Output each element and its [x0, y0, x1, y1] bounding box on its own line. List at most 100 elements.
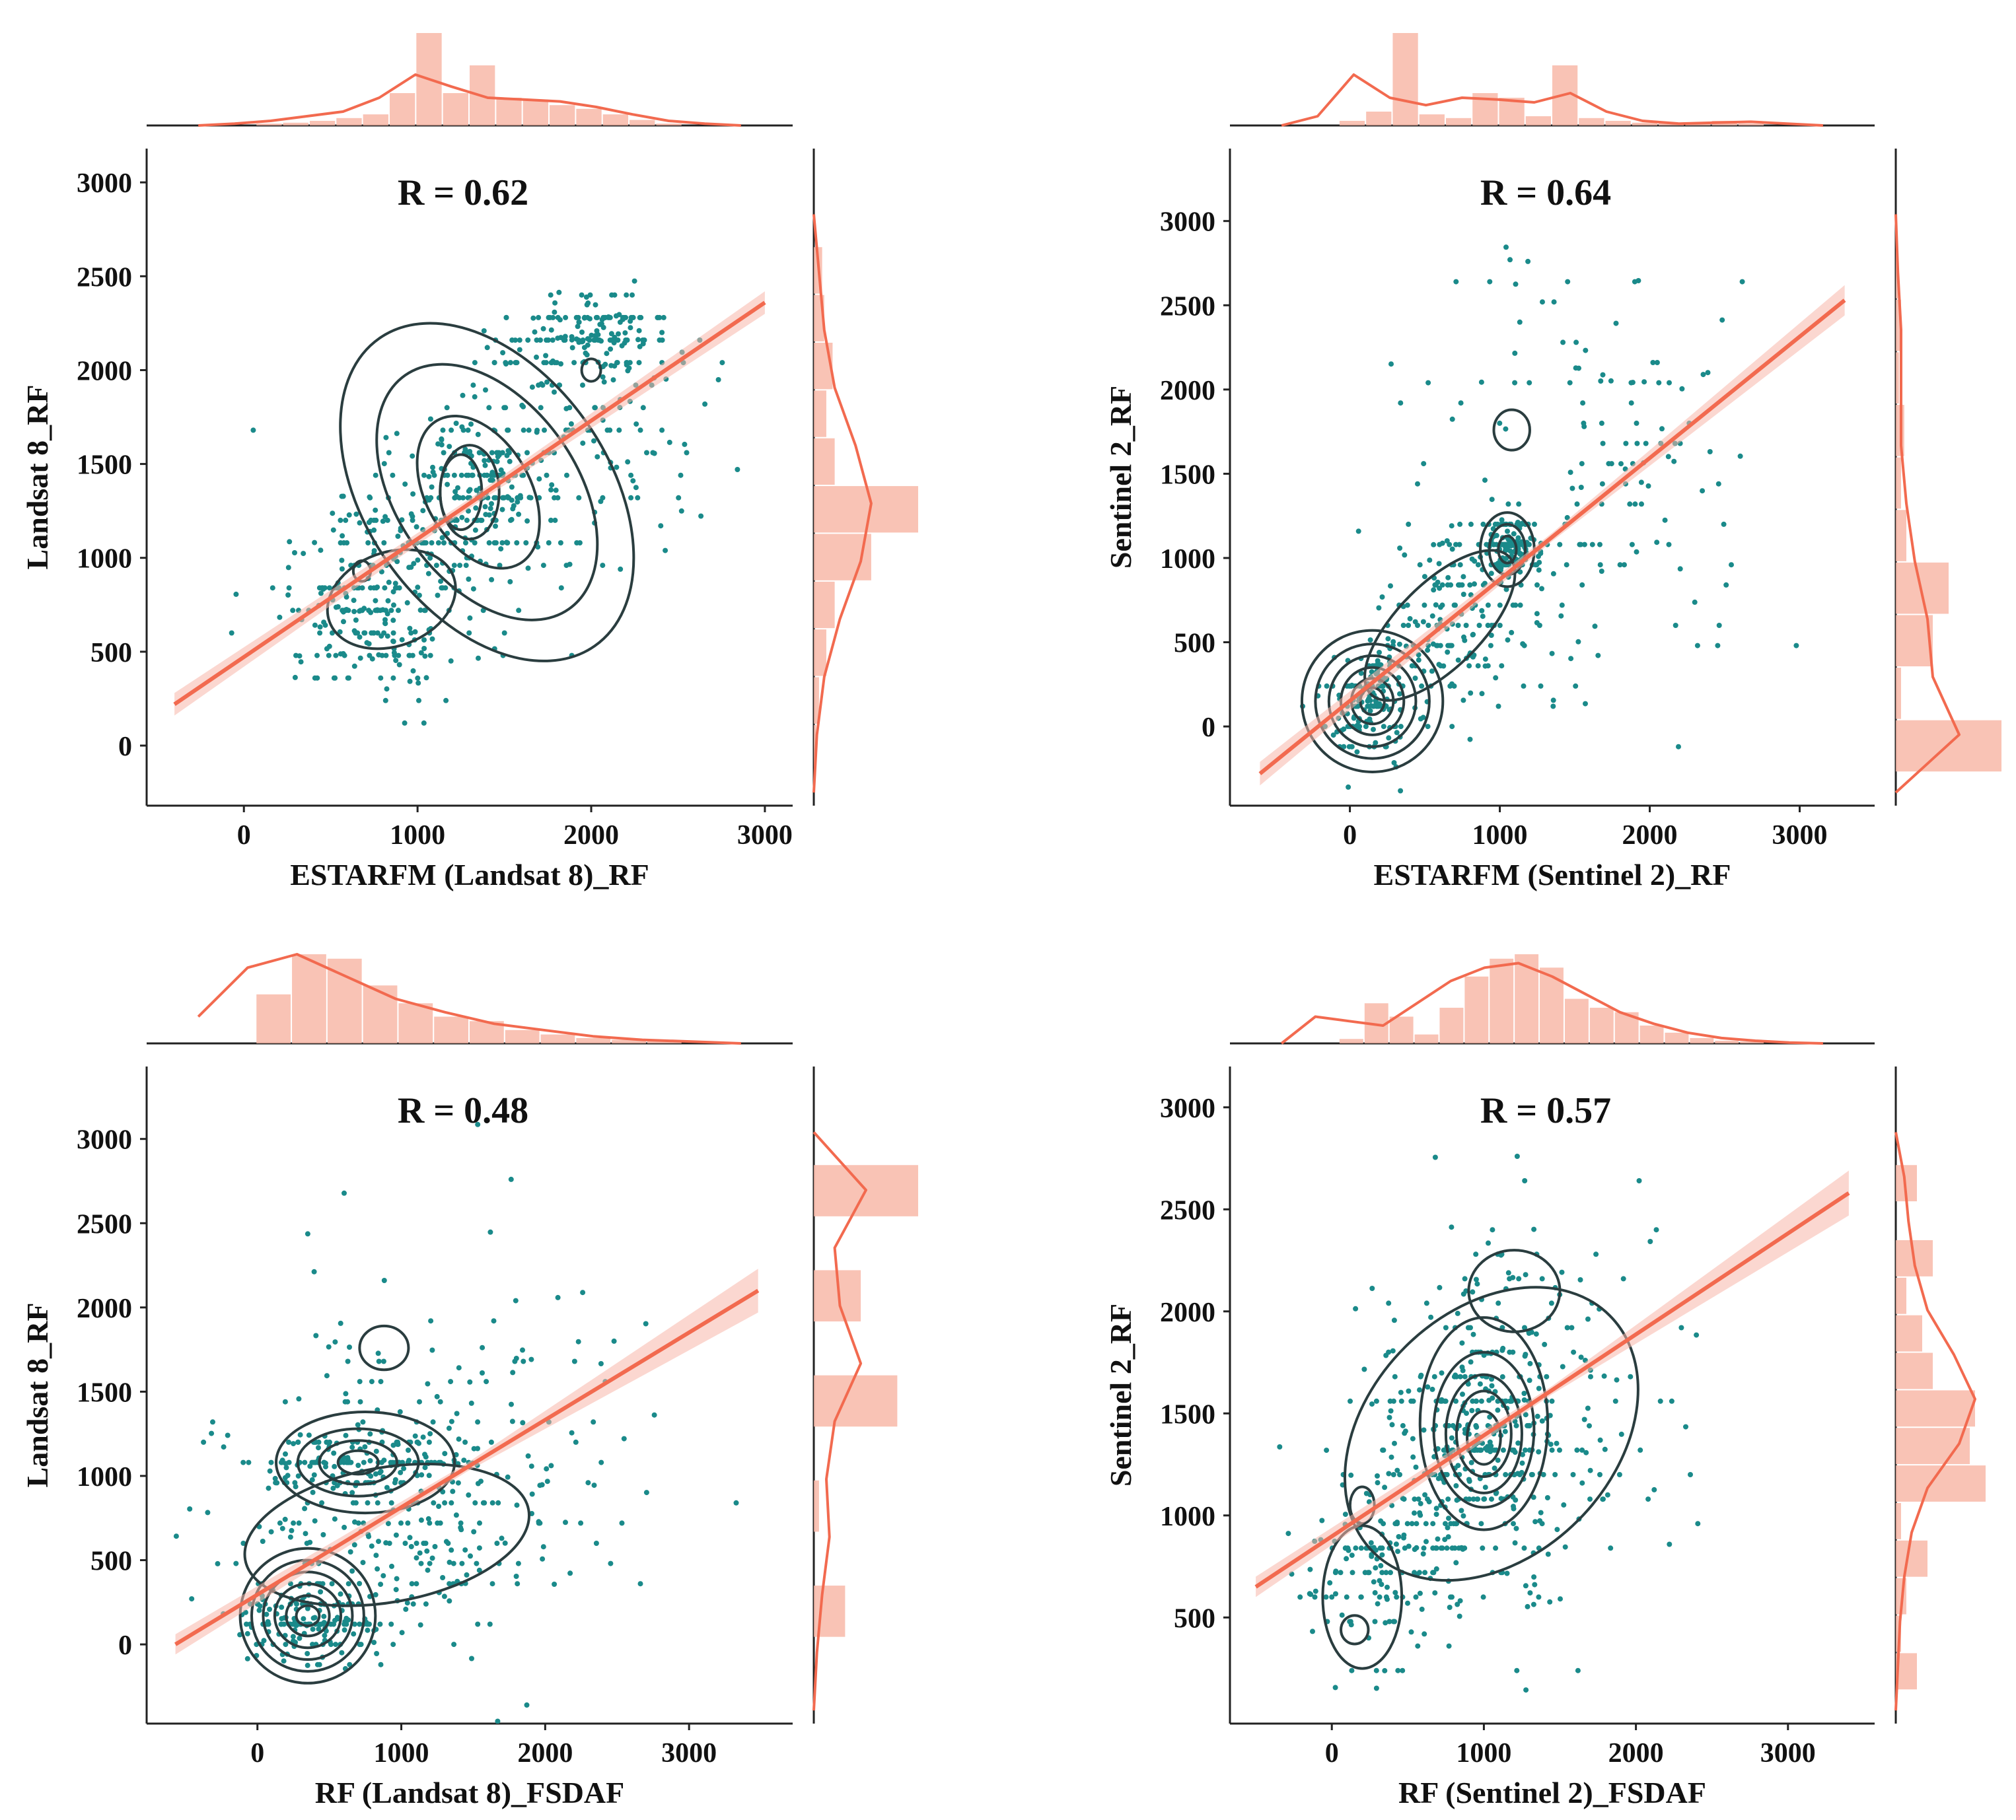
scatter-point: [1488, 1443, 1494, 1449]
scatter-point: [486, 540, 492, 545]
scatter-point: [604, 351, 610, 357]
scatter-point: [312, 1615, 318, 1621]
scatter-point: [470, 382, 476, 388]
scatter-point: [1398, 724, 1404, 730]
scatter-point: [418, 650, 424, 656]
scatter-point: [1419, 683, 1425, 689]
scatter-point: [341, 619, 346, 625]
scatter-point: [1478, 379, 1484, 385]
scatter-point: [1617, 562, 1623, 568]
scatter-point: [268, 1459, 274, 1465]
scatter-point: [509, 1418, 515, 1424]
scatter-point: [1419, 1606, 1425, 1612]
scatter-point: [1439, 602, 1445, 608]
scatter-point: [311, 1269, 317, 1275]
scatter-point: [367, 1431, 373, 1437]
scatter-point: [1486, 1240, 1491, 1246]
scatter-point: [441, 450, 447, 456]
scatter-point: [321, 1613, 327, 1619]
scatter-point: [351, 1542, 357, 1548]
scatter-point: [567, 561, 573, 567]
scatter-point: [189, 1596, 195, 1602]
scatter-point: [1466, 1477, 1472, 1483]
scatter-point: [412, 629, 418, 635]
scatter-point: [383, 608, 388, 613]
scatter-point: [1575, 1667, 1581, 1673]
scatter-point: [357, 1399, 363, 1405]
scatter-point: [1404, 1521, 1410, 1527]
scatter-point: [1449, 1224, 1455, 1230]
scatter-point: [1490, 1227, 1495, 1233]
scatter-point: [482, 462, 488, 468]
scatter-point: [604, 427, 610, 433]
scatter-point: [1453, 1483, 1459, 1488]
scatter-point: [323, 1464, 328, 1470]
scatter-point: [491, 360, 497, 366]
scatter-point: [373, 472, 378, 478]
scatter-point: [635, 495, 641, 501]
scatter-point: [398, 1520, 404, 1526]
scatter-point: [343, 608, 349, 613]
scatter-point: [550, 337, 556, 343]
scatter-point: [1330, 732, 1336, 738]
scatter-point: [593, 405, 598, 411]
scatter-point: [1643, 440, 1649, 446]
scatter-point: [345, 1399, 351, 1405]
scatter-point: [1530, 1601, 1536, 1607]
scatter-point: [454, 517, 460, 523]
scatter-point: [1385, 636, 1391, 642]
scatter-point: [316, 1445, 321, 1451]
scatter-point: [698, 513, 704, 519]
scatter-point: [548, 1463, 554, 1469]
kde-contour-line: [1418, 1316, 1550, 1531]
scatter-point: [1373, 1398, 1379, 1404]
scatter-point: [1654, 360, 1660, 365]
scatter-point: [482, 458, 487, 464]
scatter-point: [1361, 1366, 1367, 1372]
scatter-point: [289, 1527, 295, 1533]
kde-contour-line: [285, 1594, 331, 1638]
scatter-point: [1502, 1428, 1508, 1434]
scatter-point: [1408, 1629, 1414, 1635]
scatter-point: [375, 630, 380, 636]
scatter-point: [1539, 586, 1544, 592]
scatter-point: [542, 427, 547, 433]
scatter-point: [475, 1121, 481, 1127]
histogram-bar: [522, 99, 549, 125]
scatter-point: [324, 1373, 330, 1379]
scatter-point: [1432, 1590, 1438, 1596]
histogram-bar: [576, 1037, 611, 1043]
scatter-point: [324, 1439, 330, 1445]
scatter-point: [1474, 1281, 1480, 1287]
scatter-point: [1349, 1667, 1355, 1673]
scatter-point: [1548, 1442, 1554, 1448]
scatter-point: [617, 319, 623, 325]
scatter-point: [1400, 1667, 1406, 1673]
scatter-point: [525, 565, 531, 571]
scatter-point: [1389, 1422, 1395, 1428]
scatter-point: [476, 450, 482, 456]
scatter-point: [297, 1432, 303, 1438]
scatter-point: [320, 1581, 326, 1587]
scatter-point: [449, 1500, 454, 1506]
scatter-point: [1719, 317, 1725, 323]
scatter-point: [1422, 574, 1427, 580]
scatter-point: [432, 1544, 438, 1549]
scatter-point: [1574, 1447, 1580, 1453]
scatter-point: [357, 520, 363, 526]
scatter-point: [1551, 299, 1557, 305]
scatter-point: [1405, 1600, 1410, 1606]
scatter-point: [1550, 697, 1556, 703]
scatter-point: [497, 563, 503, 569]
scatter-point: [482, 504, 488, 510]
y-axis-label: Landsat 8_RF: [20, 1303, 54, 1488]
scatter-point: [1433, 1512, 1439, 1518]
kde-contour-line: [1321, 1524, 1404, 1670]
scatter-point: [1462, 1374, 1468, 1380]
scatter-point: [378, 633, 384, 639]
scatter-point: [462, 1439, 468, 1445]
scatter-point: [1354, 749, 1360, 755]
scatter-point: [285, 592, 291, 598]
kde-contour-line: [1455, 1389, 1513, 1479]
scatter-point: [1387, 1398, 1393, 1404]
